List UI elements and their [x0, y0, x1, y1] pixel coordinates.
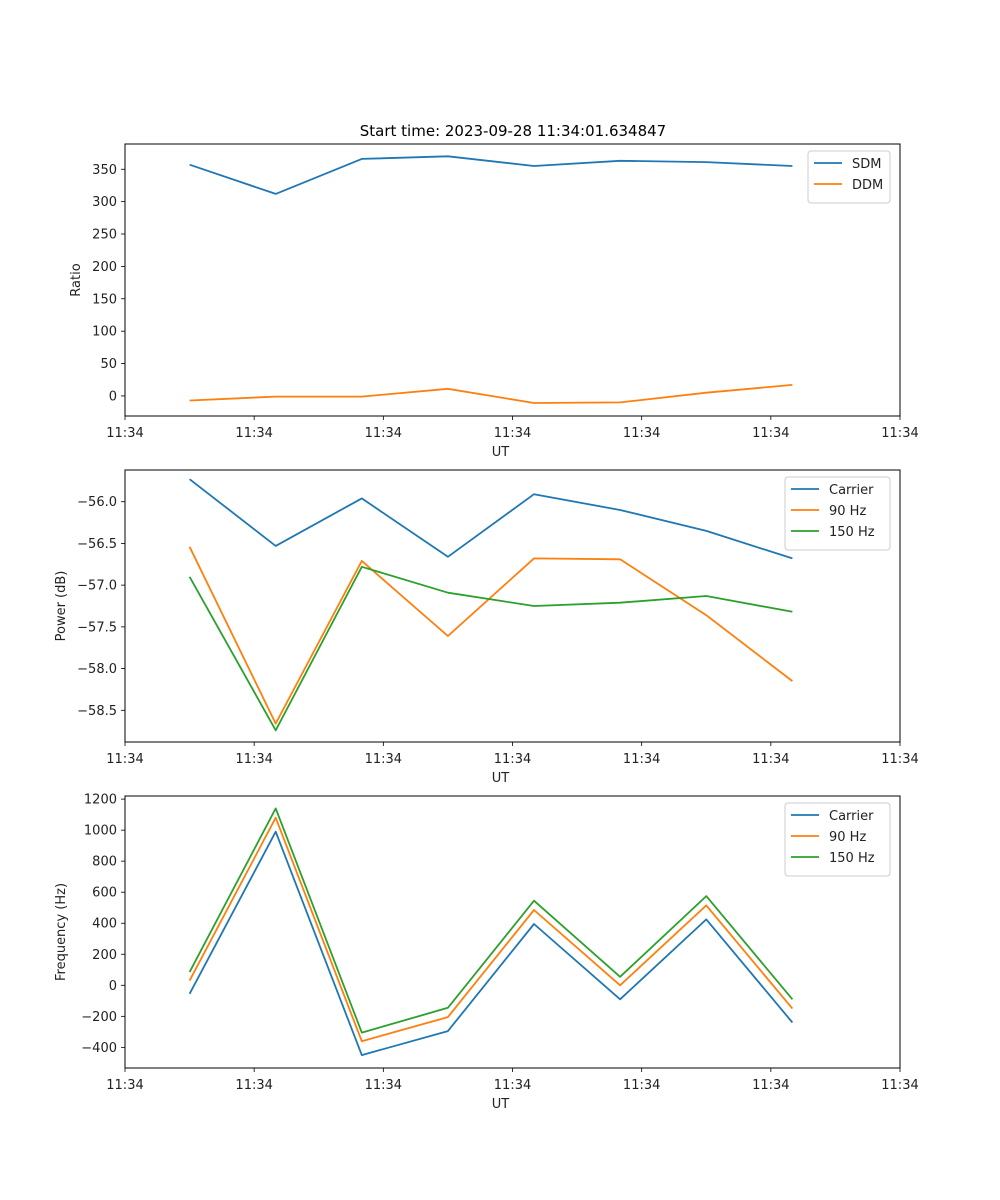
power-x-tick-label: 11:34: [365, 752, 402, 767]
frequency-series-carrier-line: [188, 830, 794, 1056]
ratio-y-tick-label: 300: [92, 195, 117, 210]
frequency-x-tick-label: 11:34: [623, 1078, 660, 1093]
figure-title: Start time: 2023-09-28 11:34:01.634847: [360, 122, 666, 140]
ratio-chart: 11:34 11:34 11:34 11:34 11:34 11:34 11:34 0 50 10…: [69, 143, 919, 460]
frequency-y-tick-label: −400: [81, 1041, 117, 1056]
ratio-x-axis-label: UT: [492, 445, 510, 460]
power-x-tick-label: 11:34: [494, 752, 531, 767]
ratio-y-tick-label: 350: [92, 163, 117, 178]
frequency-chart: 11:34 11:34 11:34 11:34 11:34 11:34 11:34 −400 −…: [54, 793, 919, 1112]
ratio-y-axis-label: Ratio: [69, 263, 84, 296]
frequency-x-tick-label: 11:34: [881, 1078, 918, 1093]
power-legend-label-150-hz: 150 Hz: [829, 525, 875, 540]
power-legend-label-carrier: Carrier: [829, 483, 874, 498]
power-y-tick-label: −57.5: [77, 620, 117, 635]
ratio-x-tick-label: 11:34: [752, 426, 789, 441]
frequency-y-tick-label: −200: [81, 1010, 117, 1025]
power-y-tick-label: −57.0: [77, 579, 117, 594]
frequency-y-tick-label: 0: [109, 979, 117, 994]
power-y-tick-label: −58.0: [77, 662, 117, 677]
frequency-legend: Carrier 90 Hz 150 Hz: [784, 802, 891, 877]
frequency-x-tick-label: 11:34: [235, 1078, 272, 1093]
ratio-y-tick-label: 0: [109, 389, 117, 404]
power-legend: Carrier 90 Hz 150 Hz: [784, 476, 891, 551]
frequency-y-tick-label: 1000: [84, 824, 117, 839]
ratio-y-tick-label: 100: [92, 325, 117, 340]
frequency-x-tick-label: 11:34: [494, 1078, 531, 1093]
power-chart: 11:34 11:34 11:34 11:34 11:34 11:34 11:34 −58.5…: [54, 469, 919, 786]
frequency-series-90-hz-line: [188, 816, 794, 1043]
power-y-axis-label: Power (dB): [54, 571, 69, 642]
frequency-x-tick-label: 11:34: [365, 1078, 402, 1093]
ratio-x-tick-label: 11:34: [365, 426, 402, 441]
frequency-y-tick-label: 1200: [84, 793, 117, 808]
frequency-y-tick-label: 400: [92, 917, 117, 932]
ratio-x-tick-label: 11:34: [881, 426, 918, 441]
ratio-y-tick-label: 150: [92, 292, 117, 307]
power-x-tick-label: 11:34: [752, 752, 789, 767]
power-y-tick-label: −56.5: [77, 537, 117, 552]
ratio-legend-label-ddm: DDM: [852, 178, 883, 193]
ratio-x-tick-label: 11:34: [106, 426, 143, 441]
ratio-x-tick-label: 11:34: [623, 426, 660, 441]
frequency-y-axis-label: Frequency (Hz): [54, 883, 69, 981]
ratio-y-tick-label: 50: [100, 357, 117, 372]
ratio-legend-label-sdm: SDM: [852, 157, 881, 172]
power-x-tick-label: 11:34: [235, 752, 272, 767]
power-x-tick-label: 11:34: [106, 752, 143, 767]
ratio-x-tick-label: 11:34: [235, 426, 272, 441]
power-x-tick-label: 11:34: [881, 752, 918, 767]
frequency-y-tick-label: 600: [92, 886, 117, 901]
power-x-tick-label: 11:34: [623, 752, 660, 767]
ratio-x-tick-label: 11:34: [494, 426, 531, 441]
power-series-150-hz-line: [188, 565, 793, 732]
frequency-y-tick-label: 200: [92, 948, 117, 963]
ratio-legend-box: [807, 150, 891, 204]
ratio-series-ddm-line: [189, 384, 793, 404]
frequency-x-tick-label: 11:34: [752, 1078, 789, 1093]
frequency-legend-label-carrier: Carrier: [829, 809, 874, 824]
power-y-tick-label: −56.0: [77, 495, 117, 510]
ratio-y-tick-label: 200: [92, 260, 117, 275]
frequency-legend-label-150-hz: 150 Hz: [829, 851, 875, 866]
frequency-legend-label-90-hz: 90 Hz: [829, 830, 866, 845]
ratio-y-tick-label: 250: [92, 228, 117, 243]
power-legend-label-90-hz: 90 Hz: [829, 504, 866, 519]
frequency-x-tick-label: 11:34: [106, 1078, 143, 1093]
frequency-x-axis-label: UT: [492, 1097, 510, 1112]
power-series-carrier-line: [189, 478, 793, 560]
frequency-y-tick-label: 800: [92, 855, 117, 870]
power-series-90-hz-line: [188, 546, 793, 725]
frequency-series-150-hz-line: [188, 807, 794, 1034]
ratio-legend: SDM DDM: [807, 150, 891, 204]
power-x-axis-label: UT: [492, 771, 510, 786]
ratio-series-sdm-line: [189, 155, 793, 195]
power-y-tick-label: −58.5: [77, 704, 117, 719]
